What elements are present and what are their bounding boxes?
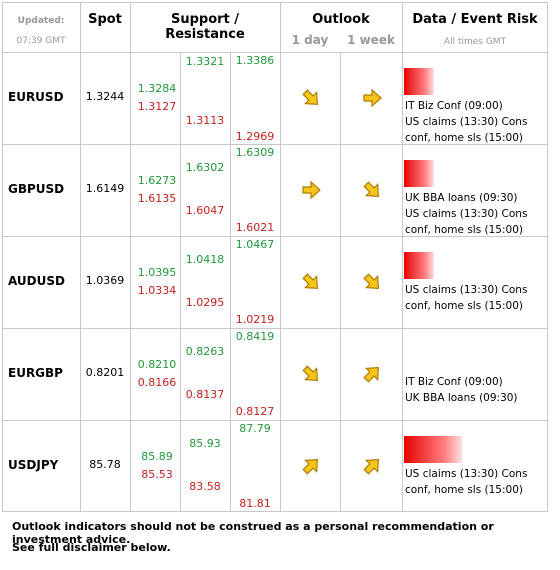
support: 85.53 [141,468,173,481]
outlook-arrow [301,272,321,292]
events: US claims (13:30) Cons conf, home sls (1… [405,466,547,498]
outlook-arrow [362,88,382,108]
support: 1.2969 [235,130,275,143]
outlook-arrow [362,456,382,476]
event: UK BBA loans (09:30) [405,392,518,404]
support: 1.6135 [137,192,177,205]
row: EURGBP 0.8201 0.8210 0.8166 0.8263 0.813… [0,328,560,420]
spot: 1.0369 [85,274,125,287]
resistance: 1.6309 [235,146,275,159]
spot: 1.3244 [85,90,125,103]
event: US claims (13:30) Cons conf, home sls (1… [405,116,528,144]
row: AUDUSD 1.0369 1.0395 1.0334 1.0418 1.029… [0,236,560,328]
updated-time: 07:39 GMT [16,36,66,46]
spot: 0.8201 [85,366,125,379]
pair: AUDUSD [8,274,65,288]
resistance: 87.79 [239,422,271,435]
outlook-arrow [301,456,321,476]
risk-bar [404,68,434,95]
resistance: 1.0395 [137,266,177,279]
support: 1.3127 [137,100,177,113]
spot-header: Spot [88,12,122,27]
row: USDJPY 85.78 85.89 85.53 85.93 83.58 87.… [0,420,560,512]
resistance: 1.3386 [235,54,275,67]
event: UK BBA loans (09:30) [405,192,518,204]
resistance: 85.93 [189,437,221,450]
support: 1.0219 [235,313,275,326]
resistance: 1.0467 [235,238,275,251]
risk-bar [404,252,434,279]
support: 0.8137 [185,388,225,401]
footer-note: See full disclaimer below. [12,541,171,554]
events: IT Biz Conf (09:00) US claims (13:30) Con… [405,98,547,146]
outlook-arrow [362,364,382,384]
resistance: 0.8419 [235,330,275,343]
events: UK BBA loans (09:30) US claims (13:30) Co… [405,190,547,238]
outlook-arrow [362,180,382,200]
support: 1.3113 [185,114,225,127]
support: 1.0334 [137,284,177,297]
resistance: 1.6302 [185,161,225,174]
row: EURUSD 1.3244 1.3284 1.3127 1.3321 1.311… [0,52,560,144]
data-header: Data / Event Risk [412,12,538,27]
pair: GBPUSD [8,182,65,196]
resistance: 1.3321 [185,55,225,68]
events: US claims (13:30) Cons conf, home sls (1… [405,282,547,314]
resistance: 1.6273 [137,174,177,187]
sr-header: Support / Resistance [165,12,245,42]
resistance: 1.3284 [137,82,177,95]
support: 0.8166 [137,376,177,389]
row: GBPUSD 1.6149 1.6273 1.6135 1.6302 1.604… [0,144,560,236]
event: IT Biz Conf (09:00) [405,376,503,388]
events: IT Biz Conf (09:00) UK BBA loans (09:30) [405,374,547,406]
event: US claims (13:30) Cons conf, home sls (1… [405,468,528,496]
resistance: 1.0418 [185,253,225,266]
pair: EURUSD [8,90,64,104]
support: 0.8127 [235,405,275,418]
event: US claims (13:30) Cons conf, home sls (1… [405,208,528,236]
pair: EURGBP [8,366,63,380]
resistance: 0.8210 [137,358,177,371]
outlook-header: Outlook [312,12,370,27]
resistance: 85.89 [141,450,173,463]
support: 1.0295 [185,296,225,309]
outlook-arrow [301,364,321,384]
outlook-arrow [301,180,321,200]
event: US claims (13:30) Cons conf, home sls (1… [405,284,528,312]
spot: 1.6149 [85,182,125,195]
event: IT Biz Conf (09:00) [405,100,503,112]
week-header: 1 week [347,33,395,47]
risk-bar [404,160,434,187]
outlook-arrow [362,272,382,292]
footer-note: Outlook indicators should not be constru… [12,520,494,546]
support: 1.6047 [185,204,225,217]
updated-label: Updated: [17,16,65,26]
support: 81.81 [239,497,271,510]
support: 83.58 [189,480,221,493]
pair: USDJPY [8,458,59,472]
day-header: 1 day [291,33,329,47]
table-frame [2,2,548,512]
risk-bar [404,436,462,463]
resistance: 0.8263 [185,345,225,358]
outlook-arrow [301,88,321,108]
times-note: All times GMT [443,37,507,47]
support: 1.6021 [235,221,275,234]
spot: 85.78 [89,458,121,471]
